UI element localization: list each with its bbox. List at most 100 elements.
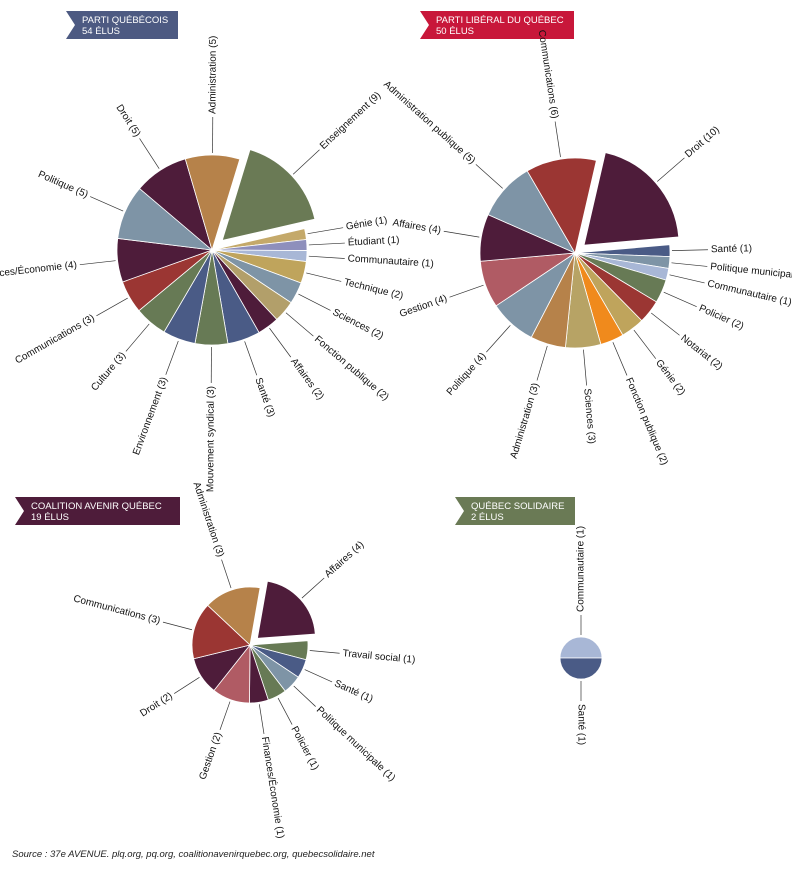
slice-label: Politique (5) [36, 169, 89, 200]
slice-label: Finances/Économie (4) [0, 258, 77, 282]
slice-label: Policier (1) [289, 725, 321, 772]
pie-slice-droit-10 [583, 152, 680, 246]
leader-line [671, 262, 708, 267]
leader-line [554, 121, 561, 158]
leader-line [258, 704, 265, 734]
slice-label: Environnement (3) [131, 376, 170, 457]
slice-label: Affaires (2) [288, 356, 326, 402]
party-total: 54 ÉLUS [82, 26, 120, 37]
slice-label: Politique municipale (1) [314, 705, 397, 784]
pie-slice-administration-5 [184, 154, 241, 252]
slice-label: Policier (2) [697, 303, 745, 332]
slice-label: Culture (3) [89, 350, 128, 393]
leader-line [583, 349, 587, 386]
leader-line [443, 230, 480, 238]
party-total: 50 ÉLUS [436, 26, 474, 37]
slice-label: Communautaire (1) [706, 278, 792, 308]
slice-label: Gestion (2) [197, 731, 224, 781]
party-name: PARTI LIBÉRAL DU QUÉBEC [436, 15, 564, 26]
slice-label: Gestion (4) [398, 293, 448, 320]
leader-line [475, 164, 503, 189]
slice-label: Santé (1) [333, 678, 375, 705]
slice-label: Communications (3) [72, 593, 161, 626]
slice-label: Finances/Économie (1) [259, 736, 288, 840]
party-banner [420, 11, 574, 39]
slice-label: Étudiant (1) [347, 233, 399, 249]
slice-label: Communications (6) [536, 29, 560, 119]
leader-line [79, 260, 116, 266]
leader-line [309, 650, 340, 654]
pie-slice-affaires-4 [256, 580, 316, 639]
pie-slice-administration-3 [207, 586, 261, 646]
slice-label: Génie (1) [345, 215, 388, 233]
slice-label: Politique municipale (1) [710, 261, 792, 282]
leader-line [221, 559, 232, 589]
slice-label: Santé (1) [711, 243, 752, 255]
slice-label: Affaires (4) [392, 218, 442, 237]
party-name: COALITION AVENIR QUÉBEC [31, 501, 162, 512]
leader-line [174, 677, 200, 694]
leader-line [244, 341, 258, 376]
leader-line [307, 227, 344, 235]
leader-line [162, 621, 193, 631]
leader-line [96, 297, 128, 317]
slice-label: Mouvement syndical (3) [205, 386, 217, 492]
leader-line [90, 196, 124, 212]
source-note: Source : 37e AVENUE. plq.org, pq.org, co… [12, 849, 375, 860]
party-name: QUÉBEC SOLIDAIRE [471, 501, 564, 512]
slice-label: Sciences (2) [331, 307, 386, 342]
leader-line [298, 293, 331, 311]
slice-label: Droit (2) [138, 691, 174, 720]
leader-line [125, 323, 150, 352]
party-name: PARTI QUÉBÉCOIS [82, 15, 168, 26]
pie-slice-communautaire-1 [559, 636, 603, 659]
slice-label: Fonction publique (2) [623, 376, 670, 467]
slice-label: Communications (3) [13, 313, 96, 367]
slice-label: Politique (4) [445, 351, 489, 398]
slice-label: Communautaire (1) [576, 526, 587, 612]
leader-line [486, 325, 511, 353]
slice-label: Affaires (4) [323, 539, 367, 580]
party-banner [15, 497, 180, 525]
slice-label: Notariat (2) [678, 333, 724, 373]
leader-line [671, 249, 708, 251]
leader-line [669, 274, 705, 284]
leader-line [293, 685, 316, 707]
leader-line [165, 340, 179, 375]
leader-line [536, 345, 548, 381]
slice-label: Administration (3) [509, 382, 542, 460]
leader-line [657, 157, 685, 182]
leader-line [663, 291, 697, 307]
pie-slice-communications-3 [191, 604, 251, 660]
party-banner [455, 497, 575, 525]
slice-label: Travail social (1) [342, 648, 416, 666]
slice-label: Enseignement (9) [318, 90, 383, 152]
leader-line [633, 329, 657, 359]
slice-label: Administration (5) [207, 36, 218, 114]
leader-line [449, 284, 484, 298]
leader-line [285, 312, 314, 337]
leader-line [139, 138, 160, 169]
leader-line [651, 312, 680, 336]
leader-line [301, 577, 325, 599]
slice-label: Santé (3) [252, 376, 276, 418]
slice-label: Droit (10) [683, 125, 722, 161]
party-total: 2 ÉLUS [471, 512, 504, 523]
leader-line [277, 697, 293, 725]
leader-line [219, 701, 231, 730]
slice-label: Communautaire (1) [347, 253, 434, 269]
pie-slice-sante-1 [559, 657, 603, 680]
party-banner [66, 11, 178, 39]
party-total: 19 ÉLUS [31, 512, 69, 523]
leader-line [306, 272, 342, 282]
leader-line [308, 255, 345, 259]
slice-label: Sciences (3) [581, 388, 597, 444]
leader-line [269, 327, 292, 358]
slice-label: Technique (2) [343, 277, 404, 302]
slice-label: Droit (5) [114, 103, 143, 139]
